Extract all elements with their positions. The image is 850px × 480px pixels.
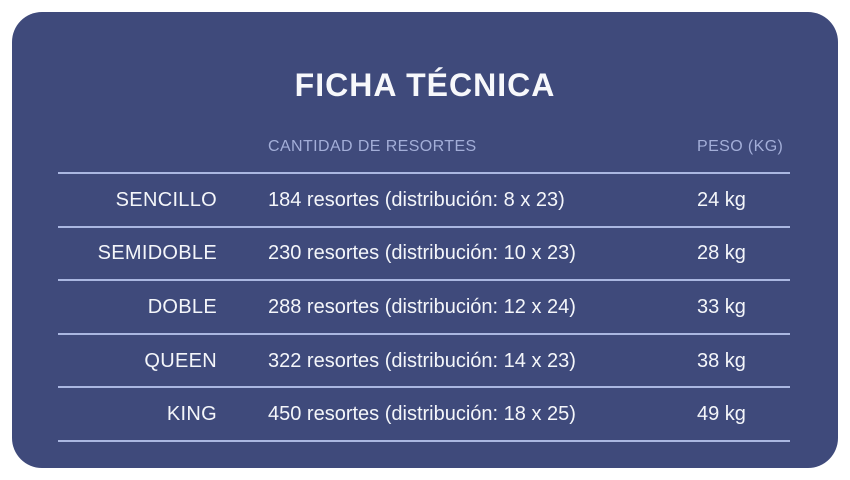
row-springs-value: 230 resortes (distribución: 10 x 23)	[268, 242, 576, 265]
row-size-label: SEMIDOBLE	[97, 242, 217, 265]
row-size-label: KING	[166, 403, 217, 426]
row-springs-value: 288 resortes (distribución: 12 x 24)	[268, 295, 576, 318]
row-weight-value: 49 kg	[697, 403, 746, 426]
column-header-weight: PESO (KG)	[697, 138, 784, 155]
table-row-queen: QUEEN 322 resortes (distribución: 14 x 2…	[58, 332, 790, 387]
row-size-label: QUEEN	[144, 349, 217, 372]
row-springs-value: 450 resortes (distribución: 18 x 25)	[268, 403, 576, 426]
page-title: FICHA TÉCNICA	[294, 67, 556, 103]
row-weight-value: 33 kg	[697, 295, 746, 318]
row-size-label: DOBLE	[147, 295, 217, 318]
row-weight-value: 28 kg	[697, 242, 746, 265]
column-header-size-empty	[58, 137, 268, 157]
card-header: FICHA TÉCNICA CANTIDAD DE RESORTES PESO …	[12, 12, 838, 172]
table-row-sencillo: SENCILLO 184 resortes (distribución: 8 x…	[58, 172, 790, 226]
table-column-headers: CANTIDAD DE RESORTES PESO (KG)	[58, 137, 790, 157]
column-header-springs: CANTIDAD DE RESORTES	[268, 138, 477, 155]
row-weight-value: 38 kg	[697, 349, 746, 372]
table-row-semidoble: SEMIDOBLE 230 resortes (distribución: 10…	[58, 225, 790, 280]
row-springs-value: 322 resortes (distribución: 14 x 23)	[268, 349, 576, 372]
table-row-doble: DOBLE 288 resortes (distribución: 12 x 2…	[58, 279, 790, 333]
row-weight-value: 24 kg	[697, 188, 746, 211]
ficha-tecnica-card: FICHA TÉCNICA CANTIDAD DE RESORTES PESO …	[12, 12, 838, 468]
spec-table: SENCILLO 184 resortes (distribución: 8 x…	[58, 172, 790, 442]
row-size-label: SENCILLO	[115, 188, 217, 211]
table-row-king: KING 450 resortes (distribución: 18 x 25…	[58, 386, 790, 440]
row-springs-value: 184 resortes (distribución: 8 x 23)	[268, 188, 565, 211]
